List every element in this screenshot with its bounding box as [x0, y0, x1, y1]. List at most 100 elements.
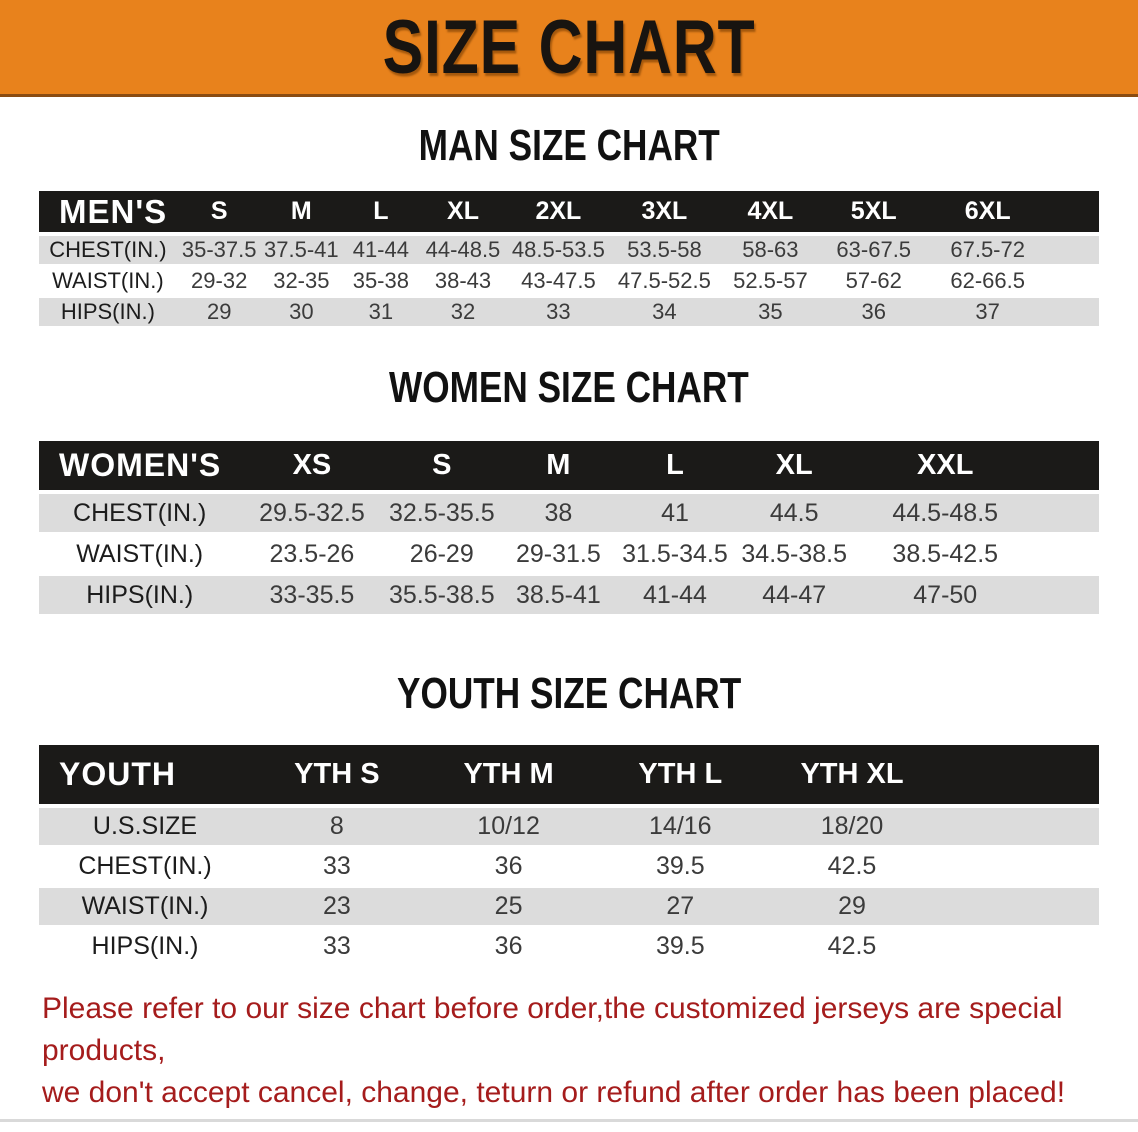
spacer-cell	[1035, 494, 1099, 535]
value-cell: 8	[251, 808, 423, 848]
table-label: MEN'S	[39, 191, 177, 236]
spacer-cell	[937, 745, 1099, 808]
women-section-heading: WOMEN SIZE CHART	[0, 329, 1138, 441]
value-cell: 35	[717, 298, 824, 329]
column-header: M	[500, 441, 617, 494]
spacer-cell	[937, 888, 1099, 928]
spacer-cell	[937, 848, 1099, 888]
value-cell: 43-47.5	[505, 267, 612, 298]
heading-text: WOMEN SIZE CHART	[389, 363, 749, 412]
value-cell: 33	[251, 848, 423, 888]
column-header: 5XL	[823, 191, 925, 236]
value-cell: 53.5-58	[611, 236, 718, 267]
youth-section-heading: YOUTH SIZE CHART	[0, 617, 1138, 745]
column-header: S	[383, 441, 501, 494]
row-label: WAIST(IN.)	[39, 888, 251, 928]
value-cell: 41-44	[341, 236, 421, 267]
value-cell: 33-35.5	[240, 576, 384, 617]
column-header: XS	[240, 441, 384, 494]
spacer-cell	[1051, 267, 1099, 298]
youth-size-table: YOUTH YTH S YTH M YTH L YTH XL U.S.SIZE 8 10/12…	[39, 745, 1099, 968]
value-cell: 62-66.5	[924, 267, 1052, 298]
value-cell: 31	[341, 298, 421, 329]
value-cell: 37.5-41	[261, 236, 342, 267]
column-header: XXL	[855, 441, 1036, 494]
table-row: WAIST(IN.) 23 25 27 29	[39, 888, 1099, 928]
column-header: XL	[420, 191, 506, 236]
column-header: XL	[733, 441, 856, 494]
spacer-cell	[937, 808, 1099, 848]
row-label: WAIST(IN.)	[39, 267, 177, 298]
column-header: YTH L	[594, 745, 767, 808]
heading-text: YOUTH SIZE CHART	[396, 669, 742, 718]
heading-text: MAN SIZE CHART	[418, 121, 720, 170]
table-label: YOUTH	[39, 745, 251, 808]
value-cell: 38.5-42.5	[855, 535, 1036, 576]
value-cell: 29-31.5	[500, 535, 617, 576]
value-cell: 29-32	[176, 267, 262, 298]
bottom-divider	[0, 1119, 1138, 1122]
value-cell: 30	[261, 298, 342, 329]
youth-size-chart-section: YOUTH SIZE CHART YOUTH YTH S YTH M YTH L YTH …	[0, 617, 1138, 968]
table-row: WAIST(IN.) 23.5-26 26-29 29-31.5 31.5-34.5 34…	[39, 535, 1099, 576]
column-header: L	[616, 441, 734, 494]
spacer-cell	[937, 928, 1099, 968]
column-header: YTH XL	[766, 745, 938, 808]
disclaimer-line2: we don't accept cancel, change, teturn o…	[42, 1076, 1066, 1109]
value-cell: 35.5-38.5	[383, 576, 501, 617]
row-label: CHEST(IN.)	[39, 236, 177, 267]
value-cell: 48.5-53.5	[505, 236, 612, 267]
value-cell: 39.5	[594, 848, 767, 888]
value-cell: 26-29	[383, 535, 501, 576]
value-cell: 35-37.5	[176, 236, 262, 267]
value-cell: 44.5-48.5	[855, 494, 1036, 535]
row-label: U.S.SIZE	[39, 808, 251, 848]
table-row: HIPS(IN.) 29 30 31 32 33 34 35 36 37	[39, 298, 1099, 329]
column-header: YTH S	[251, 745, 423, 808]
table-row: HIPS(IN.) 33 36 39.5 42.5	[39, 928, 1099, 968]
value-cell: 33	[251, 928, 423, 968]
value-cell: 29.5-32.5	[240, 494, 384, 535]
banner: SIZE CHART	[0, 0, 1138, 97]
value-cell: 29	[766, 888, 938, 928]
value-cell: 35-38	[341, 267, 421, 298]
value-cell: 63-67.5	[823, 236, 925, 267]
value-cell: 23	[251, 888, 423, 928]
table-row: CHEST(IN.) 35-37.5 37.5-41 41-44 44-48.5 48.5…	[39, 236, 1099, 267]
value-cell: 47.5-52.5	[611, 267, 718, 298]
value-cell: 38	[500, 494, 617, 535]
value-cell: 44.5	[733, 494, 856, 535]
value-cell: 37	[924, 298, 1052, 329]
column-header: YTH M	[422, 745, 595, 808]
column-header: M	[261, 191, 342, 236]
banner-title: SIZE CHART	[382, 4, 756, 90]
table-row: CHEST(IN.) 29.5-32.5 32.5-35.5 38 41 44.5 44.5…	[39, 494, 1099, 535]
value-cell: 18/20	[766, 808, 938, 848]
table-row: CHEST(IN.) 33 36 39.5 42.5	[39, 848, 1099, 888]
column-header: L	[341, 191, 421, 236]
header-row: MEN'S S M L XL 2XL 3XL 4XL 5XL 6XL	[39, 191, 1099, 236]
row-label: HIPS(IN.)	[39, 576, 241, 617]
column-header: 4XL	[717, 191, 824, 236]
spacer-cell	[1035, 576, 1099, 617]
value-cell: 57-62	[823, 267, 925, 298]
value-cell: 36	[422, 848, 595, 888]
spacer-cell	[1051, 191, 1099, 236]
value-cell: 34	[611, 298, 718, 329]
value-cell: 41	[616, 494, 734, 535]
value-cell: 10/12	[422, 808, 595, 848]
men-size-table: MEN'S S M L XL 2XL 3XL 4XL 5XL 6XL CHEST(IN.) 35-37…	[39, 191, 1099, 329]
women-size-chart-section: WOMEN SIZE CHART WOMEN'S XS S M L XL XXL CHEST(I…	[0, 329, 1138, 617]
row-label: CHEST(IN.)	[39, 494, 241, 535]
value-cell: 38-43	[420, 267, 506, 298]
column-header: S	[176, 191, 262, 236]
row-label: HIPS(IN.)	[39, 298, 177, 329]
size-charts: MAN SIZE CHART MEN'S S M L XL 2XL 3XL 4XL 5XL 6XL C…	[0, 97, 1138, 968]
value-cell: 23.5-26	[240, 535, 384, 576]
table-row: HIPS(IN.) 33-35.5 35.5-38.5 38.5-41 41-44 44-…	[39, 576, 1099, 617]
value-cell: 33	[505, 298, 612, 329]
women-size-table: WOMEN'S XS S M L XL XXL CHEST(IN.) 29.5-32.5 32.5…	[39, 441, 1099, 617]
value-cell: 38.5-41	[500, 576, 617, 617]
column-header: 2XL	[505, 191, 612, 236]
